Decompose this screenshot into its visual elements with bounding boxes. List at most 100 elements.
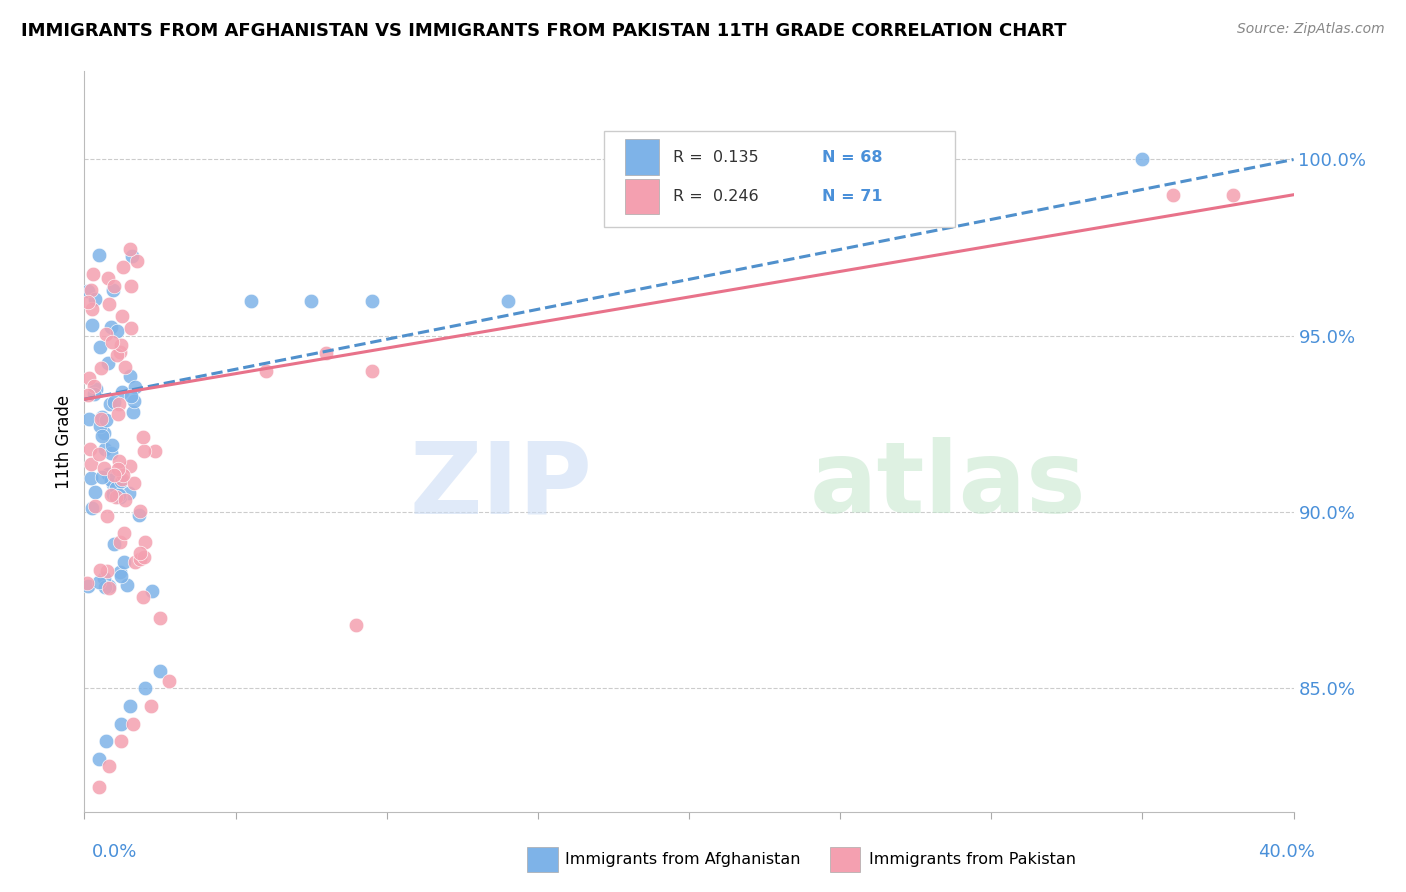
Point (83, 386, 105, 401)
Point (128, 508, 150, 522)
Point (120, 279, 142, 293)
Point (103, 468, 125, 483)
Point (120, 320, 142, 334)
Point (122, 393, 145, 408)
Point (91, 429, 114, 443)
Point (134, 443, 156, 458)
Point (157, 674, 180, 689)
Point (104, 490, 127, 504)
Point (315, 346, 337, 360)
Point (134, 681, 156, 696)
Point (87, 248, 110, 262)
Point (110, 716, 132, 731)
Point (107, 407, 129, 421)
Point (360, 364, 382, 378)
Point (83, 379, 105, 393)
Point (112, 555, 135, 569)
Point (254, 364, 277, 378)
Point (115, 578, 138, 592)
Point (107, 454, 129, 468)
Point (114, 493, 136, 508)
Point (118, 698, 141, 713)
Point (84, 383, 107, 397)
Point (134, 534, 156, 549)
Point (97, 579, 120, 593)
Point (107, 462, 129, 476)
Point (134, 550, 156, 565)
Point (91, 469, 114, 483)
Point (77, 370, 100, 384)
Text: Immigrants from Afghanistan: Immigrants from Afghanistan (565, 853, 800, 867)
Point (79, 442, 101, 457)
Point (93, 461, 115, 475)
Point (111, 472, 134, 486)
Point (105, 324, 128, 338)
Point (114, 359, 136, 374)
Text: IMMIGRANTS FROM AFGHANISTAN VS IMMIGRANTS FROM PAKISTAN 11TH GRADE CORRELATION C: IMMIGRANTS FROM AFGHANISTAN VS IMMIGRANT… (21, 22, 1067, 40)
Point (77, 284, 100, 298)
Point (149, 664, 172, 678)
Point (121, 716, 143, 731)
Point (108, 397, 131, 411)
Point (108, 565, 131, 579)
Text: N = 68: N = 68 (823, 150, 883, 165)
Point (80, 500, 103, 515)
Point (124, 380, 146, 394)
Point (141, 584, 163, 599)
Point (496, 293, 519, 308)
Point (346, 618, 368, 632)
Point (105, 348, 128, 362)
Point (121, 249, 143, 263)
Point (118, 486, 141, 500)
Point (80, 284, 103, 298)
Point (76, 295, 98, 310)
Point (101, 283, 124, 297)
Point (89, 340, 111, 354)
Y-axis label: 11th Grade: 11th Grade (55, 394, 73, 489)
Point (89, 780, 111, 794)
Point (143, 444, 166, 458)
Text: R =  0.135: R = 0.135 (673, 150, 759, 165)
Point (132, 590, 155, 604)
Point (107, 487, 129, 501)
Point (105, 482, 128, 496)
Text: R =  0.246: R = 0.246 (673, 189, 759, 204)
Point (97, 467, 120, 482)
Point (89, 418, 111, 433)
Point (112, 260, 135, 275)
Point (77, 412, 100, 426)
Point (103, 487, 125, 501)
Point (108, 534, 131, 549)
Text: N = 71: N = 71 (823, 189, 883, 204)
Bar (624, 178, 659, 214)
Point (90, 411, 112, 425)
Point (96, 326, 118, 341)
Point (87, 575, 110, 590)
Point (112, 526, 135, 541)
Point (80, 458, 103, 472)
Point (103, 537, 125, 551)
Point (239, 293, 262, 308)
Point (76, 576, 98, 591)
Point (100, 320, 122, 334)
Text: Source: ZipAtlas.com: Source: ZipAtlas.com (1237, 22, 1385, 37)
Point (100, 446, 122, 460)
Point (82, 267, 104, 281)
Point (111, 468, 134, 483)
Point (108, 490, 131, 504)
Point (121, 405, 143, 419)
Point (80, 302, 103, 317)
Point (97, 356, 120, 370)
Point (91, 409, 114, 424)
Point (110, 474, 132, 488)
Point (128, 552, 150, 566)
Point (100, 335, 122, 350)
Point (84, 485, 107, 500)
Point (104, 481, 127, 495)
Point (139, 698, 162, 713)
Point (110, 569, 132, 583)
Point (94, 412, 117, 426)
Point (129, 504, 152, 518)
Text: Immigrants from Pakistan: Immigrants from Pakistan (869, 853, 1076, 867)
Point (111, 309, 134, 323)
